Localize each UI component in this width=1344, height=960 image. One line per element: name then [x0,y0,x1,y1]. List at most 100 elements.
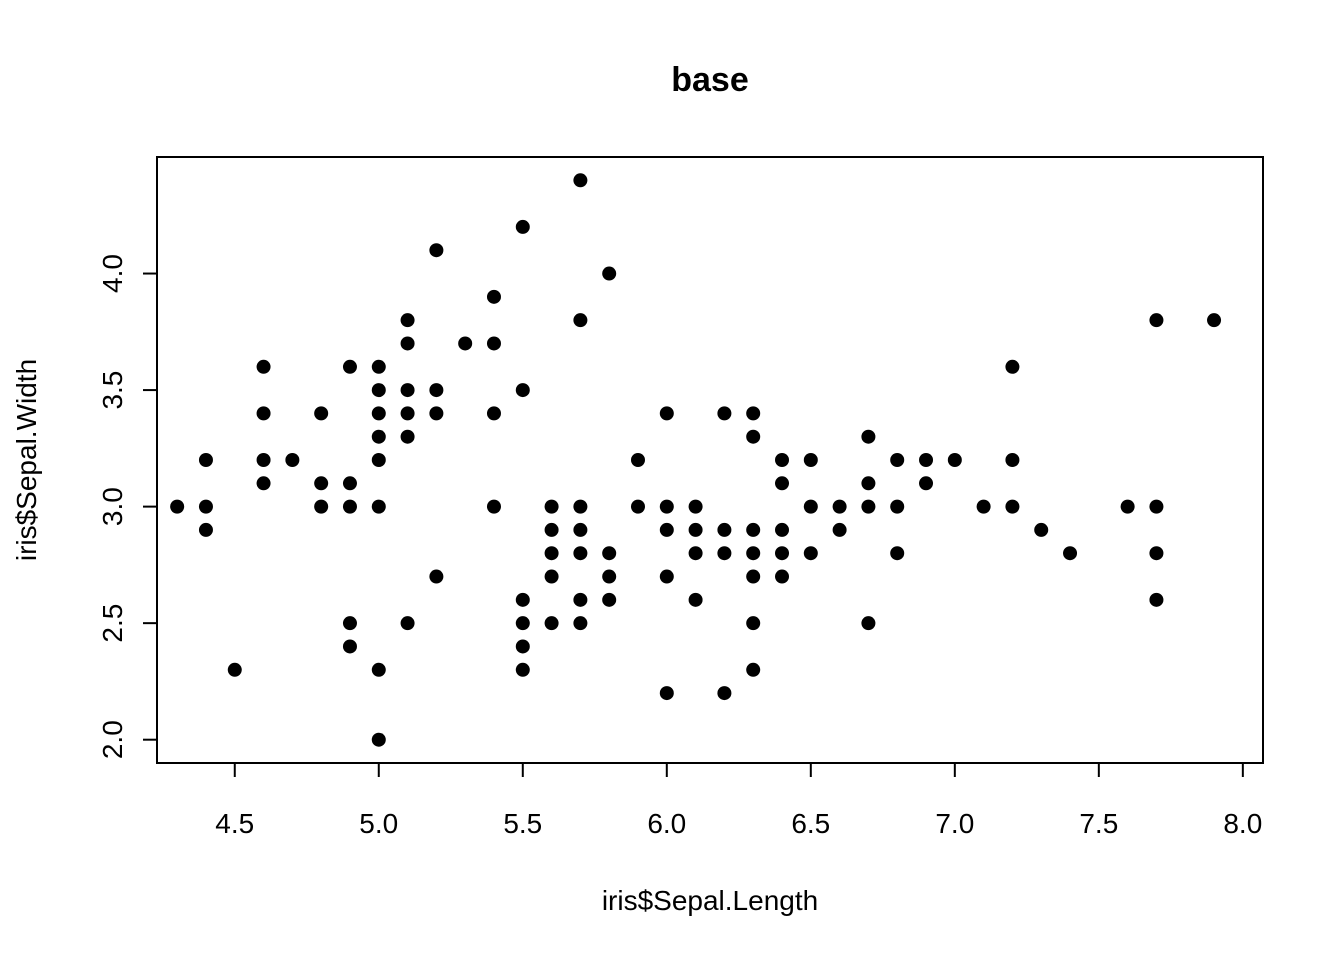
x-axis: 4.5 5.0 5.5 6.0 6.5 7.0 7.5 8.0 [215,762,1262,839]
data-point [314,499,329,514]
data-point [803,453,818,467]
data-point [515,639,530,654]
data-point [775,453,790,467]
data-point [486,336,501,351]
data-point [746,406,761,421]
x-tick-label: 4.5 [215,808,254,839]
data-point [400,616,415,631]
data-point [602,546,617,561]
data-point [659,569,674,584]
data-point [602,569,617,584]
data-point [314,476,329,491]
y-axis: 2.0 2.5 3.0 3.5 4.0 [97,254,158,759]
data-point [400,429,415,444]
data-point [602,266,617,281]
data-point [717,406,732,421]
data-point [890,546,905,561]
data-points [170,173,1222,747]
data-point [371,732,386,747]
data-point [544,616,559,631]
data-point [1149,313,1164,328]
data-point [342,616,357,631]
data-point [285,453,300,467]
data-point [1149,499,1164,514]
y-tick-label: 4.0 [97,254,128,293]
data-point [832,499,847,514]
y-tick-label: 3.5 [97,371,128,410]
data-point [746,569,761,584]
data-point [688,546,703,561]
data-point [659,686,674,701]
data-point [544,499,559,514]
data-point [256,359,271,374]
data-point [775,522,790,537]
data-point [198,522,213,537]
data-point [775,546,790,561]
data-point [371,359,386,374]
data-point [227,662,242,677]
data-point [371,429,386,444]
data-point [947,453,962,467]
data-point [746,546,761,561]
data-point [515,616,530,631]
data-point [458,336,473,351]
data-point [1207,313,1222,328]
data-point [659,406,674,421]
data-point [342,359,357,374]
y-axis-label: iris$Sepal.Width [11,359,42,561]
data-point [1063,546,1078,561]
data-point [342,476,357,491]
x-tick-label: 6.0 [647,808,686,839]
data-point [630,499,645,514]
data-point [486,289,501,304]
x-tick-label: 5.5 [503,808,542,839]
data-point [256,453,271,467]
y-tick-label: 2.0 [97,720,128,759]
data-point [1005,359,1020,374]
data-point [429,243,444,258]
data-point [342,639,357,654]
chart-title: base [671,61,749,99]
data-point [717,546,732,561]
data-point [486,406,501,421]
data-point [515,383,530,398]
data-point [314,406,329,421]
x-tick-label: 5.0 [359,808,398,839]
data-point [717,686,732,701]
data-point [602,592,617,607]
data-point [861,499,876,514]
data-point [890,499,905,514]
data-point [198,453,213,467]
data-point [400,336,415,351]
data-point [688,522,703,537]
data-point [371,453,386,467]
data-point [371,662,386,677]
data-point [573,546,588,561]
data-point [775,476,790,491]
data-point [659,499,674,514]
data-point [342,499,357,514]
data-point [573,522,588,537]
data-point [919,476,934,491]
data-point [803,499,818,514]
data-point [1034,522,1049,537]
data-point [630,453,645,467]
data-point [573,616,588,631]
data-point [544,546,559,561]
data-point [746,616,761,631]
data-point [544,522,559,537]
data-point [746,662,761,677]
y-tick-label: 2.5 [97,604,128,643]
data-point [861,476,876,491]
data-point [256,476,271,491]
data-point [919,453,934,467]
data-point [371,406,386,421]
data-point [400,313,415,328]
data-point [976,499,991,514]
x-tick-label: 6.5 [791,808,830,839]
data-point [198,499,213,514]
y-tick-label: 3.0 [97,487,128,526]
data-point [861,616,876,631]
plot-frame [156,156,1264,764]
